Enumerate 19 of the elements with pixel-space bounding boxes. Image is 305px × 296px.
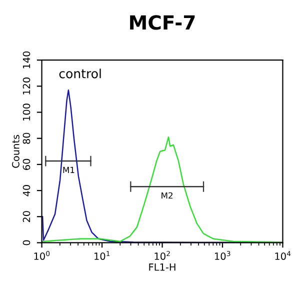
y-tick-label: 140 (22, 51, 30, 68)
annotation: M1 (63, 166, 74, 173)
y-tick-label: 120 (22, 78, 30, 94)
y-tick-label: 60 (22, 158, 30, 170)
x-tick-label: 10$^{0}$ (34, 250, 50, 260)
annotation: control (59, 68, 101, 78)
x-tick-label: 10$^{2}$ (154, 250, 170, 260)
x-tick-label: 10$^{3}$ (215, 250, 230, 260)
y-tick-label: 100 (22, 104, 30, 120)
y-tick-label: 80 (22, 132, 30, 144)
x-tick-label: 10$^{4}$ (275, 251, 291, 260)
y-tick-label: 20 (22, 211, 30, 222)
y-tick-label: 0 (22, 240, 30, 246)
y-tick-label: 40 (22, 185, 30, 196)
x-axis-title: FL1-H (149, 264, 176, 271)
annotation: M2 (162, 192, 172, 199)
y-axis-title: Counts (12, 134, 20, 168)
x-tick-label: 10$^{1}$ (94, 251, 110, 260)
chart-title: MCF-7 (130, 15, 195, 30)
